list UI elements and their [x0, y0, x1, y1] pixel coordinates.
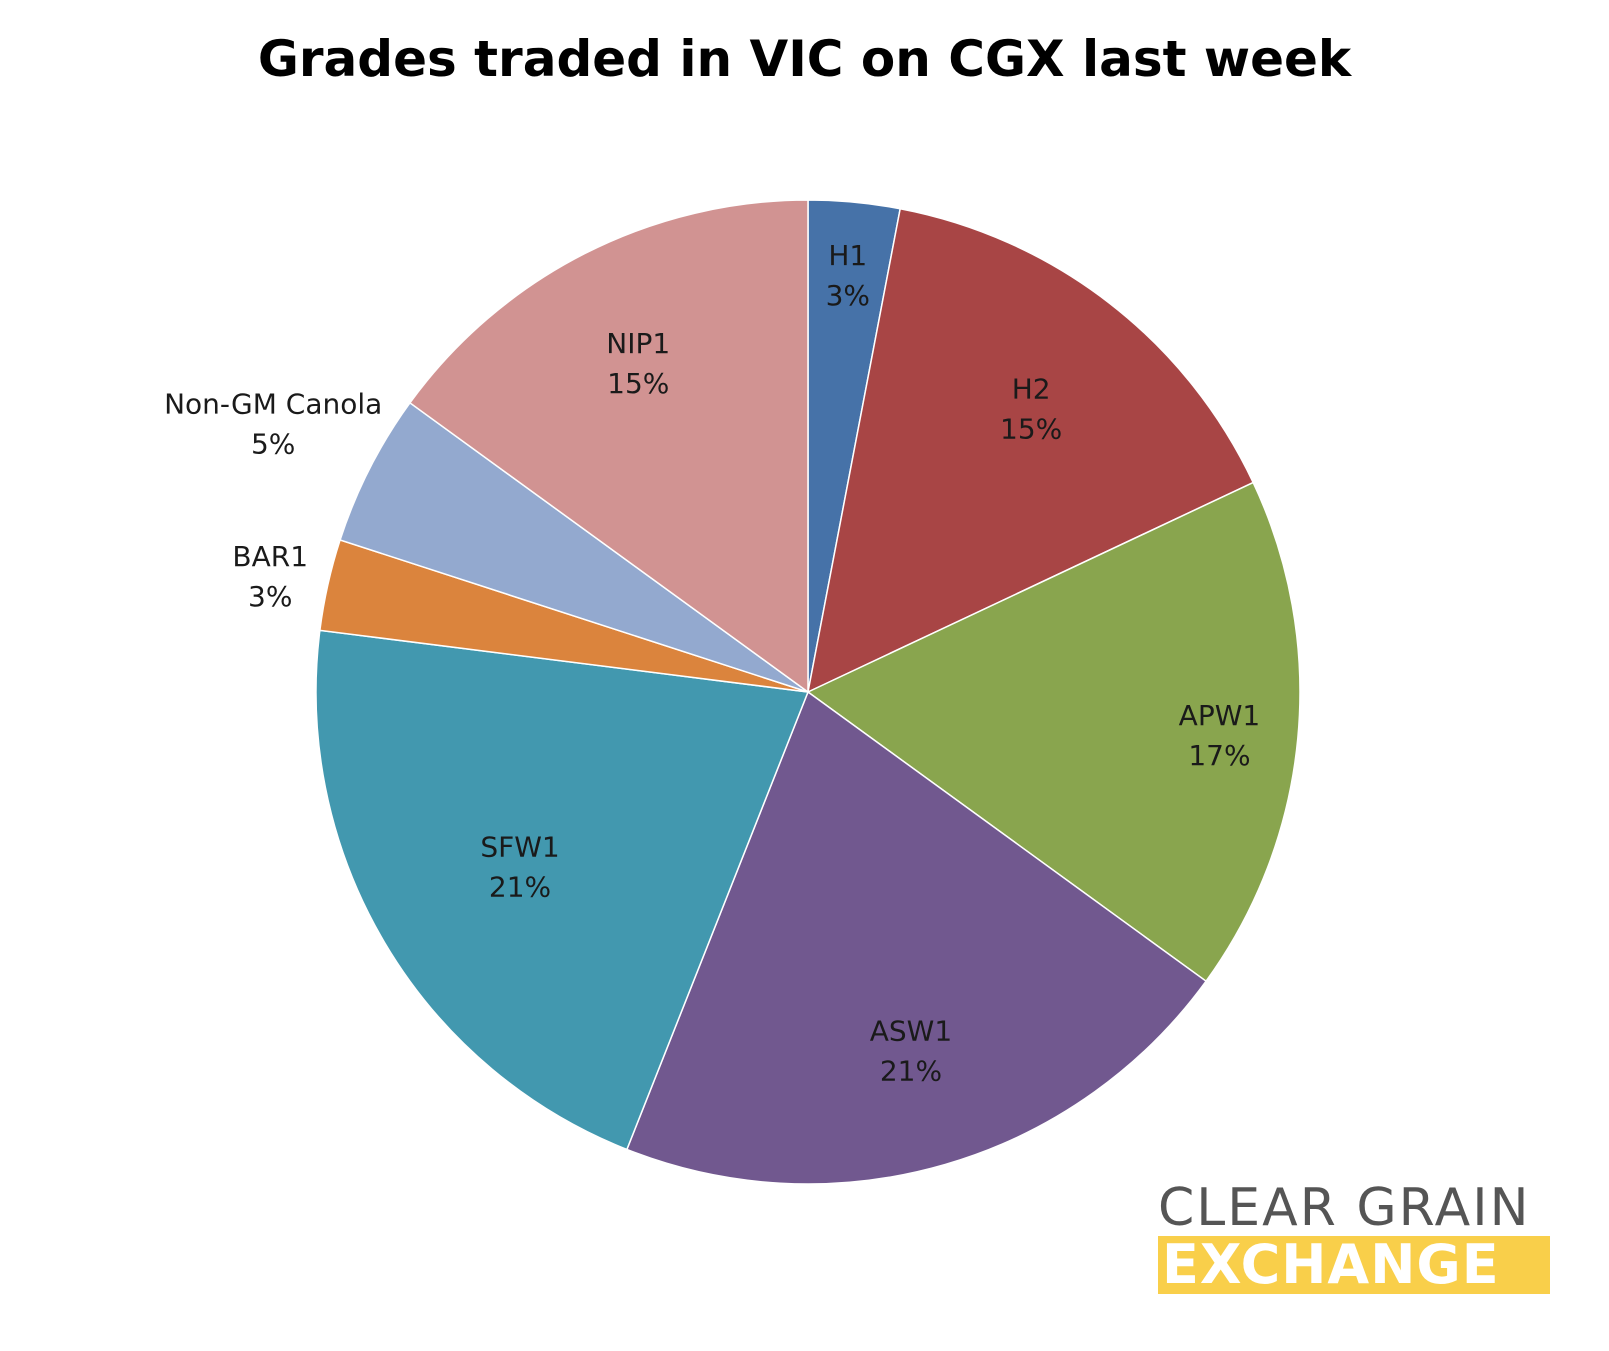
logo-line-1: CLEAR GRAIN — [1158, 1178, 1531, 1238]
slice-label-non-gm-canola: Non-GM Canola — [164, 387, 382, 420]
logo-line-2: EXCHANGE — [1158, 1236, 1550, 1294]
slice-value-asw1: 21% — [880, 1054, 942, 1087]
slice-value-sfw1: 21% — [489, 870, 551, 903]
chart-title: Grades traded in VIC on CGX last week — [257, 30, 1352, 88]
pie-slice-non-gm-canola — [339, 401, 809, 693]
pie-slice-nip1 — [408, 199, 809, 694]
slice-label-sfw1: SFW1 — [480, 830, 559, 863]
slice-label-h1: H1 — [828, 239, 867, 272]
pie-slice-apw1 — [806, 481, 1301, 983]
slice-value-h1: 3% — [826, 279, 870, 312]
pie-slice-asw1 — [625, 690, 1208, 1185]
slice-value-nip1: 15% — [607, 367, 669, 400]
pie-labels: H1 3% H2 15% APW1 17% ASW1 21% SFW1 21% BAR1 3% Non-… — [164, 239, 1260, 1088]
slice-value-h2: 15% — [1000, 412, 1062, 445]
slice-label-h2: H2 — [1012, 372, 1051, 405]
slice-value-non-gm-canola: 5% — [251, 427, 295, 460]
slice-label-nip1: NIP1 — [606, 327, 670, 360]
pie-slice-h2 — [806, 207, 1255, 694]
pie-slice-sfw1 — [315, 629, 810, 1151]
slice-value-bar1: 3% — [248, 580, 292, 613]
slice-label-apw1: APW1 — [1179, 699, 1261, 732]
slice-value-apw1: 17% — [1188, 739, 1250, 772]
pie-slices — [315, 199, 1301, 1185]
slice-label-bar1: BAR1 — [232, 540, 308, 573]
slice-label-asw1: ASW1 — [870, 1014, 952, 1047]
clear-grain-exchange-logo: CLEAR GRAIN EXCHANGE — [1158, 1180, 1550, 1294]
